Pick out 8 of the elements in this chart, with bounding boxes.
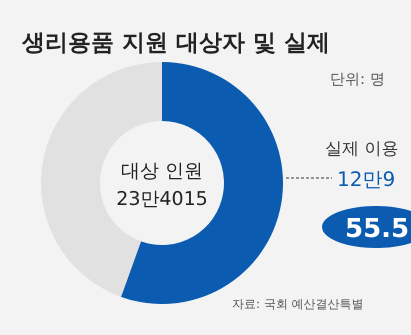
text: 실제 이용 <box>325 139 398 159</box>
data-label: 55.5 <box>345 214 410 244</box>
chart-title: 생리용품 지원 대상자 및 실제 <box>21 30 330 56</box>
text: 23만4015 <box>116 188 208 210</box>
text: 대상 인원 <box>120 160 204 182</box>
text: 단위: 명 <box>330 70 385 88</box>
text: 12만9 <box>337 167 396 191</box>
text: 자료: 국회 예산결산특별 <box>232 297 364 311</box>
